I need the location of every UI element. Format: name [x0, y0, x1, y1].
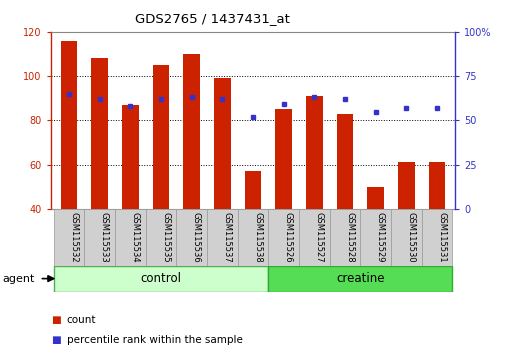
- Text: ■: ■: [50, 315, 60, 325]
- Text: GSM115528: GSM115528: [344, 212, 354, 262]
- Text: GSM115538: GSM115538: [252, 212, 262, 262]
- Bar: [122, 105, 138, 209]
- Text: GSM115530: GSM115530: [406, 212, 415, 262]
- Bar: [237, 209, 268, 266]
- Text: GSM115526: GSM115526: [283, 212, 292, 262]
- Bar: [298, 209, 329, 266]
- Bar: [306, 96, 322, 209]
- Bar: [421, 209, 451, 266]
- Bar: [244, 171, 261, 209]
- Text: GSM115531: GSM115531: [436, 212, 445, 262]
- Bar: [329, 209, 360, 266]
- Text: GSM115527: GSM115527: [314, 212, 323, 262]
- Bar: [367, 187, 383, 209]
- Text: agent: agent: [3, 274, 35, 284]
- Bar: [336, 114, 352, 209]
- Bar: [360, 209, 390, 266]
- Bar: [397, 162, 414, 209]
- Bar: [207, 209, 237, 266]
- Text: GSM115534: GSM115534: [130, 212, 139, 262]
- Text: control: control: [140, 272, 181, 285]
- Text: creatine: creatine: [335, 272, 384, 285]
- Text: GSM115533: GSM115533: [99, 212, 109, 262]
- Bar: [84, 209, 115, 266]
- Bar: [145, 209, 176, 266]
- Text: count: count: [67, 315, 96, 325]
- Bar: [61, 41, 77, 209]
- Bar: [268, 209, 298, 266]
- Text: GSM115529: GSM115529: [375, 212, 384, 262]
- Bar: [115, 209, 145, 266]
- Bar: [176, 209, 207, 266]
- Bar: [214, 78, 230, 209]
- Bar: [275, 109, 291, 209]
- Bar: [390, 209, 421, 266]
- Bar: [183, 54, 199, 209]
- Bar: [54, 266, 268, 292]
- Bar: [428, 162, 444, 209]
- Bar: [91, 58, 108, 209]
- Text: GDS2765 / 1437431_at: GDS2765 / 1437431_at: [135, 12, 289, 25]
- Text: ■: ■: [50, 335, 60, 345]
- Text: GSM115537: GSM115537: [222, 212, 231, 262]
- Text: GSM115536: GSM115536: [191, 212, 200, 262]
- Bar: [54, 209, 84, 266]
- Bar: [153, 65, 169, 209]
- Bar: [268, 266, 451, 292]
- Text: percentile rank within the sample: percentile rank within the sample: [67, 335, 242, 345]
- Text: GSM115535: GSM115535: [161, 212, 170, 262]
- Text: GSM115532: GSM115532: [69, 212, 78, 262]
